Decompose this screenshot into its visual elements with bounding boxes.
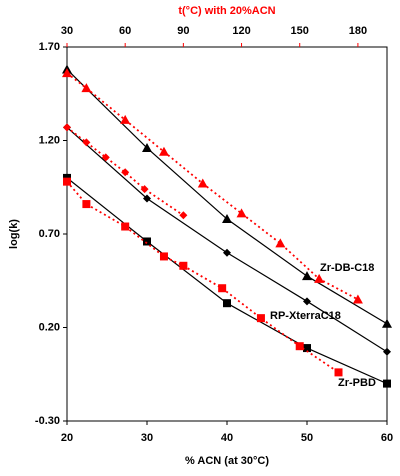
marker <box>383 379 391 388</box>
marker <box>63 177 71 186</box>
marker <box>303 344 311 353</box>
marker <box>236 208 247 218</box>
marker <box>143 194 151 203</box>
y-tick-label: -0.30 <box>35 415 60 427</box>
marker <box>121 168 130 177</box>
marker <box>121 222 130 231</box>
x-tick-label: 20 <box>61 432 73 444</box>
marker <box>275 238 286 248</box>
marker <box>143 237 151 246</box>
x-axis-label: % ACN (at 30°C) <box>185 455 269 467</box>
y-tick-label: 1.70 <box>39 41 60 53</box>
marker <box>81 83 92 93</box>
marker <box>218 284 227 293</box>
x-tick-label: 60 <box>381 432 393 444</box>
marker <box>334 368 343 377</box>
x2-tick-label: 30 <box>61 25 73 37</box>
series-line <box>66 69 388 325</box>
y-tick-label: 0.70 <box>39 228 60 240</box>
marker <box>303 297 311 306</box>
x2-tick-label: 120 <box>232 25 250 37</box>
marker <box>352 294 363 304</box>
x-tick-label: 30 <box>141 432 153 444</box>
series-line <box>66 177 388 385</box>
series-line <box>66 181 340 374</box>
marker <box>140 185 149 194</box>
x-tick-label: 50 <box>301 432 313 444</box>
marker <box>382 318 392 328</box>
series-line <box>66 126 184 217</box>
marker <box>302 271 312 281</box>
marker <box>120 114 131 124</box>
marker <box>295 342 304 351</box>
marker <box>62 68 72 78</box>
marker <box>63 123 71 132</box>
chart-title: t(°C) with 20%ACN <box>178 5 275 17</box>
x2-tick-label: 90 <box>177 25 189 37</box>
marker <box>159 252 168 261</box>
plot-frame <box>66 46 388 422</box>
marker <box>223 248 231 257</box>
y-tick-label: 1.20 <box>39 134 60 146</box>
y-tick-label: 0.20 <box>39 321 60 333</box>
x2-tick-label: 180 <box>349 25 367 37</box>
marker <box>101 153 110 162</box>
marker <box>158 146 169 156</box>
series-label: Zr-DB-C18 <box>320 262 374 274</box>
x2-tick-label: 60 <box>119 25 131 37</box>
marker <box>179 211 188 220</box>
marker <box>314 273 325 283</box>
x2-tick-label: 150 <box>291 25 309 37</box>
marker <box>223 299 231 308</box>
series-label: RP-XterraC18 <box>270 310 341 322</box>
marker <box>142 142 152 152</box>
marker <box>222 214 232 224</box>
marker <box>82 200 91 209</box>
y-axis-label: log(k) <box>8 219 20 249</box>
marker <box>197 178 208 188</box>
marker <box>383 347 391 356</box>
marker <box>82 138 91 147</box>
marker <box>256 314 265 323</box>
series-line <box>66 72 359 301</box>
series-label: Zr-PBD <box>338 377 376 389</box>
x-tick-label: 40 <box>221 432 233 444</box>
marker <box>179 261 188 270</box>
